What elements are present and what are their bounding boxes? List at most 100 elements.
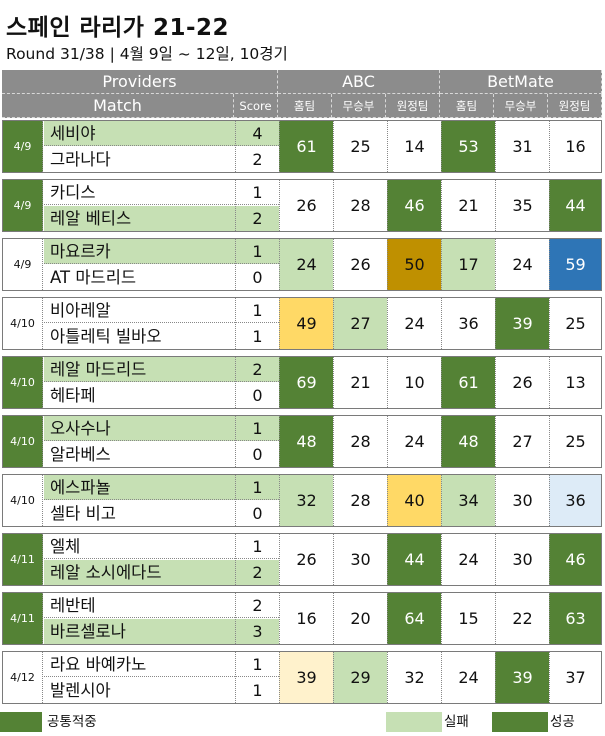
legend-label-common: 공통적중 — [47, 714, 97, 730]
betmate-home-odds: 34 — [441, 475, 495, 526]
betmate-away-odds: 16 — [549, 121, 601, 172]
away-score: 0 — [235, 442, 279, 467]
away-score: 2 — [235, 206, 279, 231]
away-score: 1 — [235, 324, 279, 349]
header-abc-draw: 무승부 — [332, 94, 386, 118]
home-team: 오사수나 — [44, 416, 235, 441]
abc-draw-odds: 20 — [333, 593, 387, 644]
abc-away-odds: 32 — [387, 652, 441, 703]
home-team: 세비야 — [44, 121, 235, 146]
abc-away-odds: 64 — [387, 593, 441, 644]
away-team: 헤타페 — [50, 386, 96, 405]
abc-draw-odds: 29 — [333, 652, 387, 703]
home-score: 2 — [235, 593, 279, 618]
match-row: 4/9 세비야 그라나다 4 2 61 25 14 53 31 16 — [2, 120, 602, 173]
betmate-draw-odds: 24 — [495, 239, 549, 290]
abc-home-odds: 16 — [279, 593, 333, 644]
betmate-draw-odds: 39 — [495, 652, 549, 703]
betmate-away-odds: 13 — [549, 357, 601, 408]
abc-away-odds: 40 — [387, 475, 441, 526]
away-team: 아틀레틱 빌바오 — [50, 327, 162, 346]
betmate-draw-odds: 30 — [495, 534, 549, 585]
betmate-away-odds: 46 — [549, 534, 601, 585]
home-team: 마요르카 — [44, 239, 235, 264]
home-team: 엘체 — [44, 534, 235, 559]
home-score: 1 — [235, 416, 279, 441]
header-abc-away: 원정팀 — [386, 94, 440, 118]
legend-swatch-common — [0, 712, 42, 732]
page-subtitle: Round 31/38 | 4월 9일 ~ 12일, 10경기 — [6, 45, 288, 63]
match-row: 4/10 에스파뇰 셀타 비고 1 0 32 28 40 34 30 36 — [2, 474, 602, 527]
home-team: 카디스 — [44, 180, 235, 205]
betmate-away-odds: 36 — [549, 475, 601, 526]
abc-away-odds: 50 — [387, 239, 441, 290]
away-team: 바르셀로나 — [44, 619, 235, 644]
abc-draw-odds: 28 — [333, 475, 387, 526]
home-team: 레알 마드리드 — [44, 357, 235, 382]
header-betmate-home: 홈팀 — [440, 94, 494, 118]
away-score: 1 — [235, 678, 279, 703]
match-row: 4/10 비아레알 아틀레틱 빌바오 1 1 49 27 24 36 39 25 — [2, 297, 602, 350]
betmate-draw-odds: 22 — [495, 593, 549, 644]
betmate-home-odds: 24 — [441, 534, 495, 585]
abc-away-odds: 24 — [387, 298, 441, 349]
betmate-home-odds: 53 — [441, 121, 495, 172]
match-row: 4/9 카디스 레알 베티스 1 2 26 28 46 21 35 44 — [2, 179, 602, 232]
betmate-draw-odds: 31 — [495, 121, 549, 172]
betmate-draw-odds: 30 — [495, 475, 549, 526]
legend-swatch-fail — [386, 712, 442, 732]
abc-away-odds: 24 — [387, 416, 441, 467]
abc-draw-odds: 28 — [333, 180, 387, 231]
match-row: 4/11 레반테 바르셀로나 2 3 16 20 64 15 22 63 — [2, 592, 602, 645]
match-row: 4/10 오사수나 알라베스 1 0 48 28 24 48 27 25 — [2, 415, 602, 468]
abc-home-odds: 24 — [279, 239, 333, 290]
match-date: 4/10 — [3, 357, 43, 408]
legend: 공통적중 실패 성공 — [0, 708, 605, 736]
match-row: 4/9 마요르카 AT 마드리드 1 0 24 26 50 17 24 59 — [2, 238, 602, 291]
home-team: 라요 바예카노 — [44, 652, 235, 677]
abc-draw-odds: 25 — [333, 121, 387, 172]
legend-label-fail: 실패 — [444, 714, 469, 730]
betmate-away-odds: 37 — [549, 652, 601, 703]
legend-label-success: 성공 — [550, 714, 575, 730]
home-score: 1 — [235, 239, 279, 264]
abc-away-odds: 44 — [387, 534, 441, 585]
away-score: 3 — [235, 619, 279, 644]
match-date: 4/11 — [3, 593, 43, 644]
header-score: Score — [234, 94, 278, 118]
match-row: 4/10 레알 마드리드 헤타페 2 0 69 21 10 61 26 13 — [2, 356, 602, 409]
match-date: 4/9 — [3, 239, 43, 290]
header-match: Match — [2, 94, 234, 118]
abc-draw-odds: 30 — [333, 534, 387, 585]
away-team: AT 마드리드 — [50, 268, 137, 287]
match-date: 4/10 — [3, 475, 43, 526]
abc-home-odds: 39 — [279, 652, 333, 703]
betmate-away-odds: 59 — [549, 239, 601, 290]
betmate-away-odds: 44 — [549, 180, 601, 231]
away-team: 그라나다 — [50, 150, 111, 169]
away-team: 알라베스 — [50, 445, 111, 464]
abc-home-odds: 26 — [279, 534, 333, 585]
away-score: 0 — [235, 501, 279, 526]
abc-home-odds: 26 — [279, 180, 333, 231]
away-team: 셀타 비고 — [50, 504, 116, 523]
away-score: 2 — [235, 560, 279, 585]
header-betmate-away: 원정팀 — [548, 94, 602, 118]
match-date: 4/10 — [3, 298, 43, 349]
match-row: 4/12 라요 바예카노 발렌시아 1 1 39 29 32 24 39 37 — [2, 651, 602, 704]
abc-draw-odds: 26 — [333, 239, 387, 290]
home-team: 에스파뇰 — [44, 475, 235, 500]
betmate-home-odds: 36 — [441, 298, 495, 349]
match-date: 4/11 — [3, 534, 43, 585]
betmate-home-odds: 61 — [441, 357, 495, 408]
abc-away-odds: 14 — [387, 121, 441, 172]
abc-home-odds: 48 — [279, 416, 333, 467]
header-abc-home: 홈팀 — [278, 94, 332, 118]
match-date: 4/9 — [3, 180, 43, 231]
away-team: 레알 베티스 — [44, 206, 235, 231]
betmate-home-odds: 48 — [441, 416, 495, 467]
match-row: 4/11 엘체 레알 소시에다드 1 2 26 30 44 24 30 46 — [2, 533, 602, 586]
abc-away-odds: 46 — [387, 180, 441, 231]
home-score: 1 — [235, 534, 279, 559]
home-team: 비아레알 — [44, 298, 235, 323]
